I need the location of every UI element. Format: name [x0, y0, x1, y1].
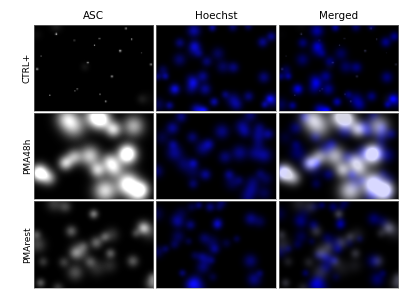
- Text: ASC: ASC: [83, 11, 104, 21]
- Text: CTRL+: CTRL+: [23, 53, 32, 83]
- Text: Hoechst: Hoechst: [195, 11, 237, 21]
- Text: PMA48h: PMA48h: [23, 138, 32, 174]
- Text: Merged: Merged: [319, 11, 358, 21]
- Text: PMArest: PMArest: [23, 226, 32, 263]
